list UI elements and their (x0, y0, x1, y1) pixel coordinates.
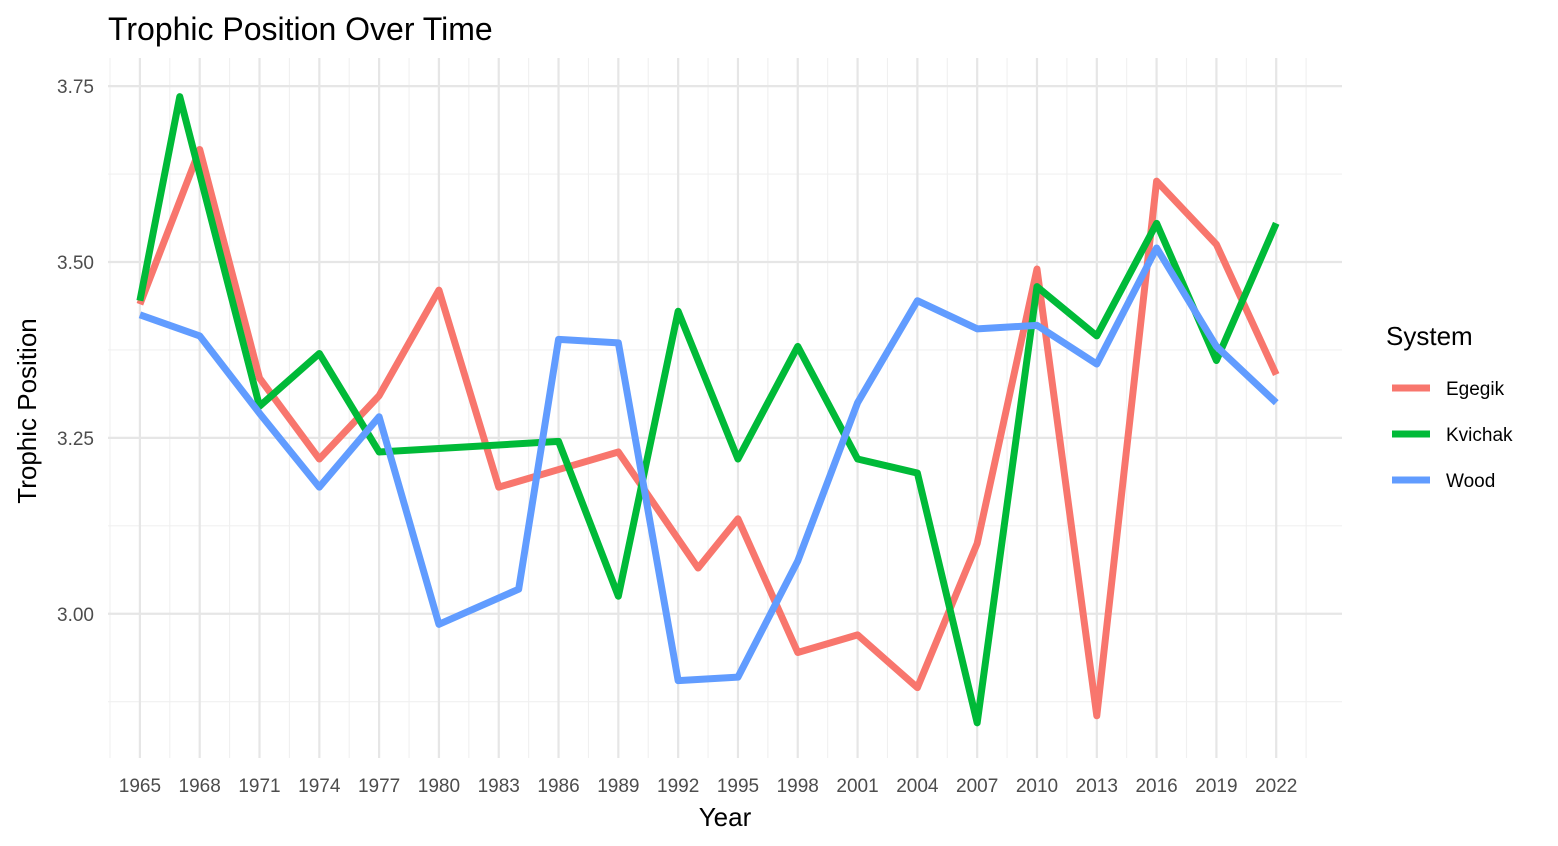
x-tick-label: 2016 (1135, 776, 1177, 797)
y-tick-label: 3.50 (57, 253, 94, 274)
x-tick-label: 1992 (657, 776, 699, 797)
legend-label-wood: Wood (1446, 471, 1495, 492)
legend: System Egegik Kvichak Wood (1386, 321, 1513, 492)
x-tick-label: 2001 (836, 776, 878, 797)
x-tick-label: 1974 (298, 776, 341, 797)
x-tick-label: 2007 (956, 776, 998, 797)
y-tick-label: 3.75 (57, 77, 94, 98)
x-tick-label: 1980 (418, 776, 460, 797)
x-tick-label: 2004 (896, 776, 939, 797)
x-tick-label: 1965 (119, 776, 161, 797)
y-tick-label: 3.25 (57, 429, 94, 450)
x-tick-label: 2010 (1016, 776, 1058, 797)
x-tick-label: 1983 (478, 776, 520, 797)
chart-title: Trophic Position Over Time (108, 11, 493, 47)
x-axis-tick-labels: 1965 1968 1971 1974 1977 1980 1983 1986 1989 1992… (119, 776, 1298, 797)
y-axis-tick-labels: 3.00 3.25 3.50 3.75 (57, 77, 94, 626)
x-tick-label: 1986 (537, 776, 579, 797)
x-tick-label: 1989 (597, 776, 639, 797)
x-tick-label: 1998 (777, 776, 819, 797)
y-tick-label: 3.00 (57, 605, 94, 626)
x-tick-label: 1971 (238, 776, 280, 797)
gridlines (108, 58, 1342, 758)
x-tick-label: 1995 (717, 776, 759, 797)
y-axis-title: Trophic Position (12, 318, 42, 503)
x-tick-label: 2022 (1255, 776, 1297, 797)
x-tick-label: 1977 (358, 776, 400, 797)
legend-label-kvichak: Kvichak (1446, 425, 1513, 446)
x-tick-label: 2019 (1195, 776, 1237, 797)
legend-label-egegik: Egegik (1446, 379, 1505, 400)
x-tick-label: 1968 (179, 776, 221, 797)
legend-title: System (1386, 321, 1473, 351)
x-tick-label: 2013 (1076, 776, 1118, 797)
x-axis-title: Year (699, 802, 752, 832)
